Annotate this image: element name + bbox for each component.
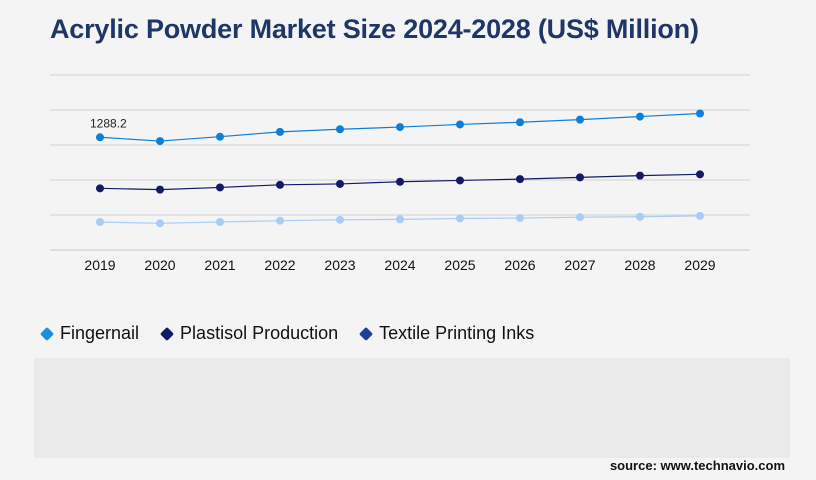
legend-label-textile-printing-inks: Textile Printing Inks	[379, 323, 535, 343]
x-tick-label: 2025	[444, 257, 475, 273]
chart-title: Acrylic Powder Market Size 2024-2028 (US…	[50, 14, 699, 44]
data-point-textile-printing-inks	[96, 218, 104, 226]
legend-marker-fingernail	[39, 326, 55, 341]
data-point-plastisol-production	[636, 171, 644, 180]
data-point-plastisol-production	[216, 183, 224, 192]
data-point-fingernail	[156, 137, 164, 146]
x-tick-label: 2024	[384, 257, 415, 273]
chart-legend: Fingernail Plastisol Production Textile …	[38, 323, 553, 344]
data-point-plastisol-production	[336, 179, 344, 188]
legend-label-plastisol-production: Plastisol Production	[180, 323, 339, 343]
x-tick-label: 2021	[204, 257, 235, 273]
data-point-plastisol-production	[156, 185, 164, 194]
data-point-textile-printing-inks	[396, 215, 404, 224]
background-panel	[34, 358, 790, 458]
data-point-textile-printing-inks	[456, 214, 464, 223]
data-point-plastisol-production	[696, 170, 704, 179]
data-point-textile-printing-inks	[276, 216, 284, 225]
line-chart: 2019 2020 2021 2022 2023 2024 2025 2026 2027 2028…	[50, 74, 750, 273]
x-tick-label: 2027	[564, 257, 595, 273]
x-tick-label: 2026	[504, 257, 535, 273]
data-point-fingernail	[456, 120, 464, 129]
x-tick-label: 2019	[84, 257, 115, 273]
data-point-fingernail	[336, 125, 344, 134]
data-point-plastisol-production	[396, 177, 404, 186]
x-tick-label: 2028	[624, 257, 655, 273]
legend-label-fingernail: Fingernail	[60, 323, 140, 343]
data-point-textile-printing-inks	[216, 218, 224, 226]
data-point-textile-printing-inks	[336, 215, 344, 224]
x-tick-label: 2029	[684, 257, 715, 273]
legend-marker-plastisol-production	[159, 326, 175, 341]
data-point-textile-printing-inks	[576, 213, 584, 222]
data-point-fingernail	[396, 123, 404, 132]
source-credit: source: www.technavio.com	[609, 458, 785, 473]
legend-item-fingernail: Fingernail	[38, 323, 139, 344]
data-point-fingernail	[276, 127, 284, 136]
data-point-fingernail	[216, 132, 224, 141]
data-point-fingernail	[516, 118, 524, 127]
data-point-plastisol-production	[576, 173, 584, 182]
data-point-fingernail	[636, 112, 644, 121]
data-point-textile-printing-inks	[156, 219, 164, 228]
legend-item-textile-printing-inks: Textile Printing Inks	[357, 323, 534, 344]
legend-marker-textile-printing-inks	[359, 326, 374, 341]
x-tick-label: 2022	[264, 257, 295, 273]
data-point-textile-printing-inks	[516, 214, 524, 223]
x-tick-label: 2020	[144, 257, 175, 273]
data-label: 1288.2	[90, 116, 127, 130]
data-point-fingernail	[696, 109, 704, 118]
data-point-fingernail	[96, 133, 104, 142]
data-point-plastisol-production	[96, 184, 104, 193]
data-point-plastisol-production	[516, 175, 524, 184]
data-point-textile-printing-inks	[636, 212, 644, 221]
legend-item-plastisol-production: Plastisol Production	[158, 323, 338, 344]
data-point-fingernail	[576, 115, 584, 124]
data-point-plastisol-production	[456, 176, 464, 185]
data-point-plastisol-production	[276, 180, 284, 189]
x-tick-label: 2023	[324, 257, 355, 273]
data-point-textile-printing-inks	[696, 211, 704, 220]
